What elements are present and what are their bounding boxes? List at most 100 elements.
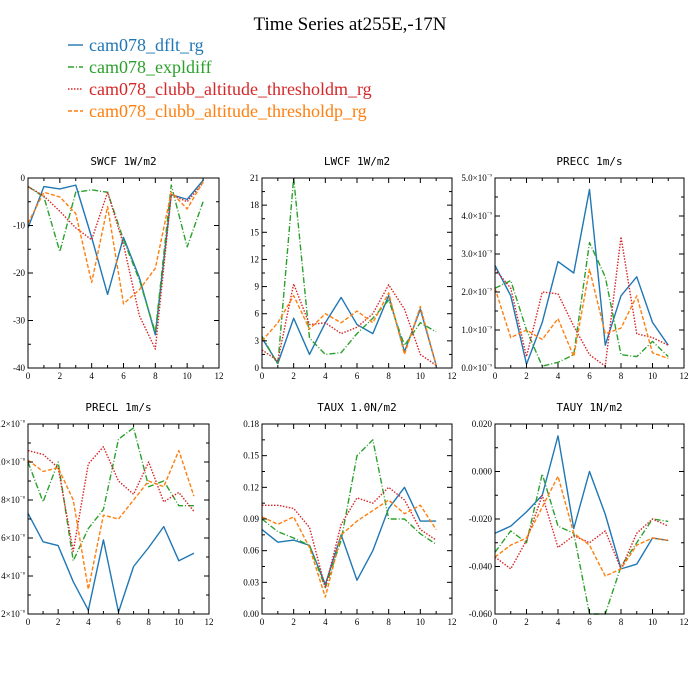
series-group — [261, 439, 437, 598]
series-line — [494, 268, 669, 360]
y-tick-label: 8×10⁻⁸ — [1, 495, 25, 505]
y-tick-label: 4.0×10⁻⁹ — [461, 211, 492, 221]
series-line — [494, 241, 669, 367]
y-tick-label: 4×10⁻⁸ — [1, 571, 25, 581]
x-tick-label: 6 — [116, 617, 121, 627]
x-tick-label: 12 — [680, 371, 689, 381]
plot-frame — [27, 423, 210, 615]
series-line — [27, 446, 195, 552]
plot-frame — [27, 177, 220, 369]
y-tick-label: -0.060 — [469, 609, 493, 619]
legend-label: cam078_dflt_rg — [89, 35, 204, 55]
y-tick-label: 6×10⁻⁸ — [1, 533, 25, 543]
x-tick-label: 12 — [205, 617, 214, 627]
chart-panel: LWCF 1W/m2 0 2 4 6 8 10 12 0 3 6 9 12 15 18 21 — [250, 155, 457, 381]
y-tick-label: -0.020 — [469, 514, 493, 524]
x-tick-label: 12 — [215, 371, 224, 381]
x-tick-label: 0 — [260, 617, 265, 627]
x-tick-label: 12 — [448, 617, 457, 627]
y-tick-label: -20 — [13, 268, 25, 278]
x-tick-label: 4 — [556, 371, 561, 381]
y-tick-label: 5.0×10⁻⁹ — [461, 173, 492, 183]
x-tick-label: 4 — [323, 617, 328, 627]
series-line — [494, 473, 669, 615]
legend-item: cam078_dflt_rg — [68, 35, 204, 55]
chart-title: LWCF 1W/m2 — [324, 155, 390, 168]
y-tick-label: 3.0×10⁻⁹ — [461, 249, 492, 259]
y-tick-label: 12 — [250, 254, 259, 264]
x-tick-label: 2 — [58, 371, 63, 381]
x-tick-label: 8 — [153, 371, 158, 381]
y-tick-label: 0.09 — [243, 514, 259, 524]
legend-item: cam078_clubb_altitude_thresholdp_rg — [68, 101, 367, 121]
legend-label: cam078_clubb_altitude_thresholdm_rg — [89, 79, 372, 99]
y-tick-label: 0.00 — [243, 609, 259, 619]
series-line — [494, 435, 669, 570]
series-line — [261, 486, 437, 586]
series-line — [27, 184, 204, 334]
chart-title: TAUX 1.0N/m2 — [317, 401, 396, 414]
y-tick-label: 0 — [255, 363, 260, 373]
y-tick-label: -10 — [13, 221, 25, 231]
y-tick-label: 18 — [250, 200, 260, 210]
series-line — [261, 439, 437, 589]
y-tick-label: 15 — [250, 227, 260, 237]
series-line — [494, 236, 669, 367]
y-tick-label: 0.03 — [243, 577, 259, 587]
x-tick-label: 8 — [386, 617, 391, 627]
legend-label: cam078_clubb_altitude_thresholdp_rg — [89, 101, 367, 121]
series-group — [494, 435, 669, 615]
x-tick-label: 10 — [416, 371, 426, 381]
series-group — [27, 179, 204, 350]
x-tick-label: 4 — [323, 371, 328, 381]
chart-title: PRECC 1m/s — [556, 155, 622, 168]
x-tick-label: 8 — [146, 617, 151, 627]
y-tick-label: -40 — [13, 363, 25, 373]
x-tick-label: 2 — [291, 371, 296, 381]
y-tick-label: 0.18 — [243, 419, 259, 429]
chart-panel: TAUX 1.0N/m2 0 2 4 6 8 10 12 0.00 0.03 0.06 0.09 0.1… — [243, 401, 456, 627]
x-tick-label: 0 — [493, 371, 498, 381]
y-tick-label: 21 — [250, 173, 259, 183]
x-tick-label: 8 — [619, 617, 624, 627]
y-tick-label: 2.0×10⁻⁹ — [461, 287, 492, 297]
x-tick-label: 4 — [86, 617, 91, 627]
chart-panel: SWCF 1W/m2 0 2 4 6 8 10 12 -40 -30 -20 -10 0 — [13, 155, 224, 381]
series-line — [261, 292, 437, 366]
chart-panel: PRECL 1m/s 0 2 4 6 8 10 12 2×10⁻⁸ 4×10⁻⁸ 6×10⁻⁸ 8×1… — [0, 401, 214, 627]
y-tick-label: 9 — [255, 282, 260, 292]
legend: cam078_dflt_rg cam078_expldiff cam078_cl… — [68, 35, 372, 121]
series-group — [261, 177, 437, 366]
y-tick-label: 0.15 — [243, 451, 259, 461]
x-tick-label: 12 — [680, 617, 689, 627]
y-tick-label: 12×10⁻⁸ — [0, 419, 25, 429]
chart-title: PRECL 1m/s — [85, 401, 151, 414]
x-tick-label: 8 — [619, 371, 624, 381]
chart-title: TAUY 1N/m2 — [556, 401, 622, 414]
x-tick-label: 2 — [291, 617, 296, 627]
series-line — [261, 177, 437, 366]
x-tick-label: 6 — [355, 371, 360, 381]
x-tick-label: 6 — [587, 371, 592, 381]
y-tick-label: 6 — [255, 309, 260, 319]
plot-frame — [261, 177, 453, 369]
x-tick-label: 10 — [174, 617, 184, 627]
x-tick-label: 0 — [26, 617, 31, 627]
x-tick-label: 8 — [386, 371, 391, 381]
x-tick-label: 2 — [56, 617, 61, 627]
series-line — [494, 494, 669, 570]
x-tick-label: 2 — [524, 371, 529, 381]
x-tick-label: 10 — [183, 371, 193, 381]
x-tick-label: 4 — [89, 371, 94, 381]
series-line — [27, 181, 204, 305]
y-tick-label: 0.020 — [472, 419, 493, 429]
chart-panel: TAUY 1N/m2 0 2 4 6 8 10 12 -0.060 -0.040 -0.020 0.0… — [469, 401, 689, 627]
y-tick-label: 0.12 — [243, 482, 259, 492]
series-group — [494, 188, 669, 367]
x-tick-label: 10 — [648, 371, 658, 381]
series-line — [27, 512, 195, 613]
y-tick-label: 1.0×10⁻⁹ — [461, 325, 492, 335]
x-tick-label: 0 — [26, 371, 31, 381]
y-tick-label: 3 — [255, 336, 260, 346]
